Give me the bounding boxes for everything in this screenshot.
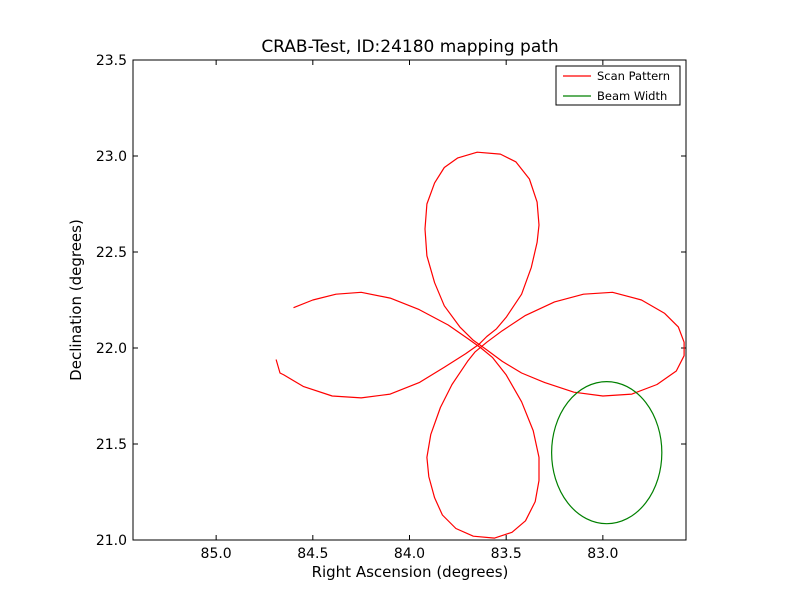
y-axis-ticks: 21.0 21.5 22.0 22.5 23.0 23.5 bbox=[96, 53, 686, 549]
series-layer bbox=[275, 151, 685, 539]
scan-pattern-line bbox=[275, 151, 685, 539]
legend: Scan Pattern Beam Width bbox=[555, 65, 681, 106]
chart-title: CRAB-Test, ID:24180 mapping path bbox=[261, 37, 558, 57]
beam-width-circle bbox=[551, 381, 663, 525]
y-tick-label: 21.0 bbox=[96, 533, 127, 549]
y-axis-label: Declination (degrees) bbox=[67, 219, 85, 381]
legend-box bbox=[555, 65, 681, 106]
x-tick-label: 85.0 bbox=[201, 546, 232, 562]
x-tick-label: 83.5 bbox=[491, 546, 522, 562]
y-tick-label: 23.5 bbox=[96, 53, 127, 69]
y-tick-label: 23.0 bbox=[96, 149, 127, 165]
y-tick-label: 22.0 bbox=[96, 341, 127, 357]
y-tick-label: 21.5 bbox=[96, 437, 127, 453]
x-tick-label: 84.0 bbox=[394, 546, 425, 562]
axes-frame bbox=[132, 59, 687, 541]
x-axis-label: Right Ascension (degrees) bbox=[312, 563, 509, 581]
legend-label-scan-pattern: Scan Pattern bbox=[597, 69, 670, 83]
legend-label-beam-width: Beam Width bbox=[597, 89, 667, 103]
plot-area bbox=[132, 59, 687, 541]
x-tick-label: 83.0 bbox=[587, 546, 618, 562]
y-tick-label: 22.5 bbox=[96, 245, 127, 261]
x-axis-ticks: 85.0 84.5 84.0 83.5 83.0 bbox=[201, 60, 618, 562]
x-tick-label: 84.5 bbox=[297, 546, 328, 562]
